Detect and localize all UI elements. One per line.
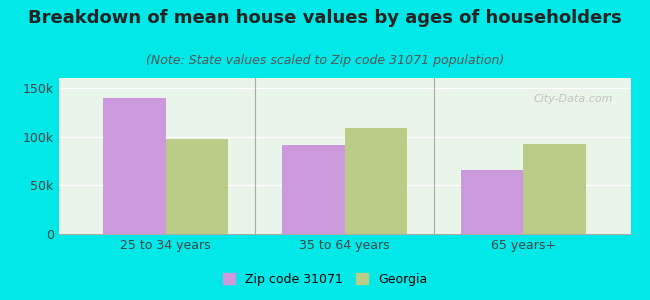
Text: Breakdown of mean house values by ages of householders: Breakdown of mean house values by ages o… <box>28 9 622 27</box>
Bar <box>461 169 523 234</box>
Legend: Zip code 31071, Georgia: Zip code 31071, Georgia <box>218 268 432 291</box>
Text: City-Data.com: City-Data.com <box>534 94 614 103</box>
Text: (Note: State values scaled to Zip code 31071 population): (Note: State values scaled to Zip code 3… <box>146 54 504 67</box>
Bar <box>523 144 586 234</box>
Bar <box>282 145 345 234</box>
Bar <box>103 98 166 234</box>
Bar <box>344 128 407 234</box>
Bar <box>166 140 228 234</box>
